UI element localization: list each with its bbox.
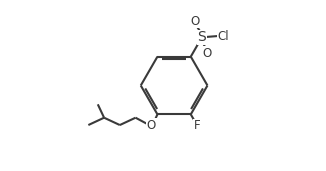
Text: Cl: Cl [217, 30, 229, 43]
Text: O: O [147, 119, 156, 131]
Text: F: F [194, 119, 200, 132]
Text: S: S [198, 30, 206, 44]
Text: O: O [191, 15, 200, 28]
Text: O: O [202, 47, 211, 60]
